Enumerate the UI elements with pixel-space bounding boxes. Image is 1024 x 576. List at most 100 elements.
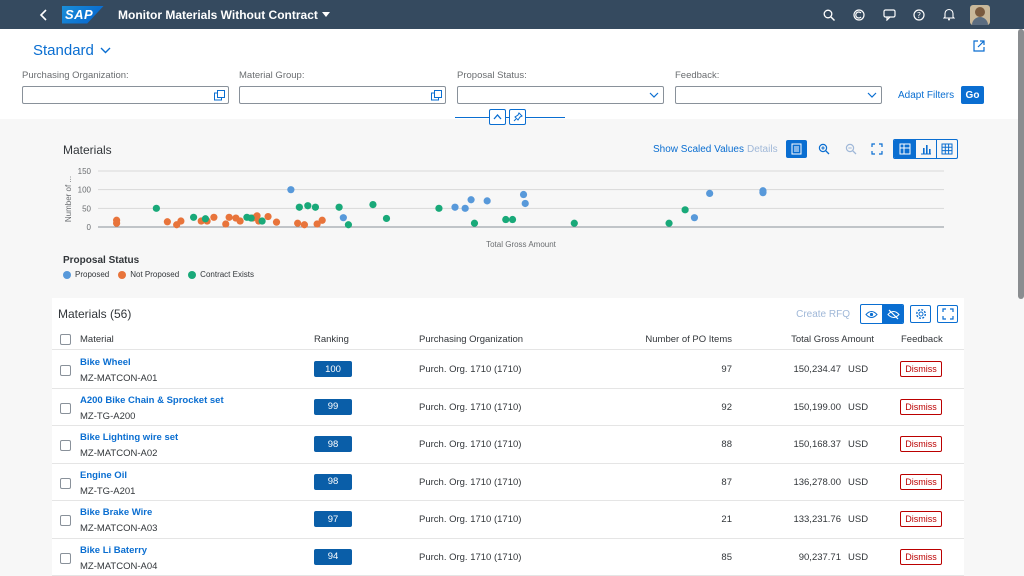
data-point-not-proposed[interactable]: [272, 218, 281, 226]
chevron-down-icon[interactable]: [866, 89, 878, 101]
data-point-not-proposed[interactable]: [236, 217, 244, 225]
data-point-not-proposed[interactable]: [210, 213, 218, 221]
material-group-input[interactable]: [239, 86, 446, 104]
data-point-contract-exists[interactable]: [189, 213, 198, 221]
row-checkbox[interactable]: [60, 440, 71, 451]
adapt-filters-button[interactable]: Adapt Filters: [898, 90, 955, 101]
share-button[interactable]: [972, 39, 988, 55]
data-point-not-proposed[interactable]: [225, 213, 233, 221]
table-row[interactable]: Engine Oil MZ-TG-A201 98 Purch. Org. 1710 (…: [52, 464, 964, 501]
user-avatar[interactable]: [970, 4, 990, 25]
data-point-not-proposed[interactable]: [300, 221, 309, 229]
data-point-contract-exists[interactable]: [470, 219, 479, 227]
dismiss-button[interactable]: Dismiss: [900, 548, 942, 565]
material-name-link[interactable]: Engine Oil: [80, 469, 127, 481]
back-button[interactable]: [30, 8, 58, 21]
data-point-proposed[interactable]: [339, 214, 347, 222]
collapse-header-button[interactable]: [489, 109, 506, 125]
material-name-link[interactable]: A200 Bike Chain & Sprocket set: [80, 394, 224, 406]
help-button[interactable]: ?: [910, 6, 928, 24]
zoom-in-button[interactable]: [813, 140, 834, 158]
data-point-contract-exists[interactable]: [295, 203, 303, 211]
app-title-menu[interactable]: Monitor Materials Without Contract: [118, 8, 330, 22]
value-help-icon[interactable]: [213, 89, 225, 101]
data-point-contract-exists[interactable]: [435, 204, 443, 212]
dismiss-button[interactable]: Dismiss: [900, 436, 942, 452]
table-row[interactable]: A200 Bike Chain & Sprocket set MZ-TG-A200…: [52, 389, 964, 426]
data-point-proposed[interactable]: [690, 214, 699, 222]
legend-item-contract-exists[interactable]: Contract Exists: [188, 270, 254, 279]
table-view-button[interactable]: [936, 140, 957, 158]
data-point-contract-exists[interactable]: [570, 219, 578, 227]
data-point-proposed[interactable]: [451, 203, 459, 211]
column-header-material[interactable]: Material: [80, 334, 114, 345]
dismiss-button[interactable]: Dismiss: [900, 473, 942, 490]
legend-item-not-proposed[interactable]: Not Proposed: [118, 270, 179, 279]
fullscreen-chart-button[interactable]: [866, 140, 887, 158]
show-button[interactable]: [861, 305, 882, 323]
row-checkbox[interactable]: [60, 477, 71, 489]
data-point-not-proposed[interactable]: [113, 216, 121, 224]
data-point-contract-exists[interactable]: [247, 214, 255, 222]
data-point-proposed[interactable]: [519, 190, 528, 199]
show-scaled-values-link[interactable]: Show Scaled Values: [653, 143, 744, 155]
data-point-contract-exists[interactable]: [382, 214, 391, 223]
page-scrollbar[interactable]: [1018, 29, 1024, 299]
row-checkbox[interactable]: [60, 552, 71, 564]
data-point-not-proposed[interactable]: [177, 217, 185, 225]
chevron-down-icon[interactable]: [648, 89, 660, 101]
data-point-proposed[interactable]: [461, 204, 469, 212]
table-row[interactable]: Bike Brake Wire MZ-MATCON-A03 97 Purch. Org…: [52, 501, 964, 539]
chart-table-view-button[interactable]: [894, 140, 915, 158]
data-point-contract-exists[interactable]: [665, 219, 673, 227]
data-point-proposed[interactable]: [467, 196, 475, 204]
variant-selector[interactable]: Standard: [33, 42, 111, 59]
create-rfq-button[interactable]: Create RFQ: [796, 308, 850, 320]
data-point-not-proposed[interactable]: [163, 218, 171, 226]
data-point-contract-exists[interactable]: [152, 204, 160, 212]
value-help-icon[interactable]: [430, 89, 442, 101]
feedback-select[interactable]: [675, 86, 882, 104]
sap-logo[interactable]: SAP: [62, 5, 104, 24]
dismiss-button[interactable]: Dismiss: [900, 361, 942, 377]
data-point-contract-exists[interactable]: [311, 203, 320, 211]
data-point-not-proposed[interactable]: [222, 220, 230, 228]
table-fullscreen-button[interactable]: [937, 305, 958, 323]
dismiss-button[interactable]: Dismiss: [900, 511, 942, 527]
row-checkbox[interactable]: [60, 515, 71, 526]
hide-button[interactable]: [882, 305, 903, 323]
copilot-button[interactable]: [850, 6, 868, 24]
data-point-contract-exists[interactable]: [369, 201, 377, 209]
column-header-feedback[interactable]: Feedback: [901, 334, 943, 345]
data-point-contract-exists[interactable]: [335, 203, 343, 211]
data-point-proposed[interactable]: [706, 189, 714, 197]
data-point-proposed[interactable]: [483, 197, 491, 205]
select-all-checkbox[interactable]: [60, 334, 71, 345]
data-point-contract-exists[interactable]: [502, 215, 510, 224]
material-name-link[interactable]: Bike Lighting wire set: [80, 432, 179, 443]
data-point-contract-exists[interactable]: [681, 206, 689, 214]
data-point-contract-exists[interactable]: [201, 215, 210, 223]
material-name-link[interactable]: Bike Wheel: [80, 357, 131, 368]
bell-button[interactable]: [940, 6, 958, 24]
material-name-link[interactable]: Bike Li Baterry: [80, 544, 148, 556]
go-button[interactable]: Go: [961, 86, 984, 104]
column-header-po-items[interactable]: Number of PO Items: [645, 334, 732, 345]
data-point-not-proposed[interactable]: [264, 212, 272, 221]
data-point-contract-exists[interactable]: [304, 202, 312, 210]
row-checkbox[interactable]: [60, 365, 71, 376]
table-settings-button[interactable]: [910, 305, 931, 323]
legend-toggle-button[interactable]: [786, 140, 807, 158]
column-header-total-gross-amount[interactable]: Total Gross Amount: [791, 334, 874, 345]
data-point-proposed[interactable]: [759, 189, 767, 197]
dismiss-button[interactable]: Dismiss: [900, 398, 942, 415]
pin-header-button[interactable]: [509, 109, 526, 125]
data-point-not-proposed[interactable]: [313, 220, 321, 228]
data-point-contract-exists[interactable]: [508, 215, 517, 224]
data-point-not-proposed[interactable]: [318, 216, 326, 224]
table-row[interactable]: Bike Wheel MZ-MATCON-A01 100 Purch. Org. 17…: [52, 351, 964, 389]
data-point-proposed[interactable]: [521, 199, 529, 208]
table-row[interactable]: Bike Li Baterry MZ-MATCON-A04 94 Purch. Org…: [52, 539, 964, 576]
column-header-ranking[interactable]: Ranking: [314, 334, 349, 345]
material-name-link[interactable]: Bike Brake Wire: [80, 507, 153, 518]
